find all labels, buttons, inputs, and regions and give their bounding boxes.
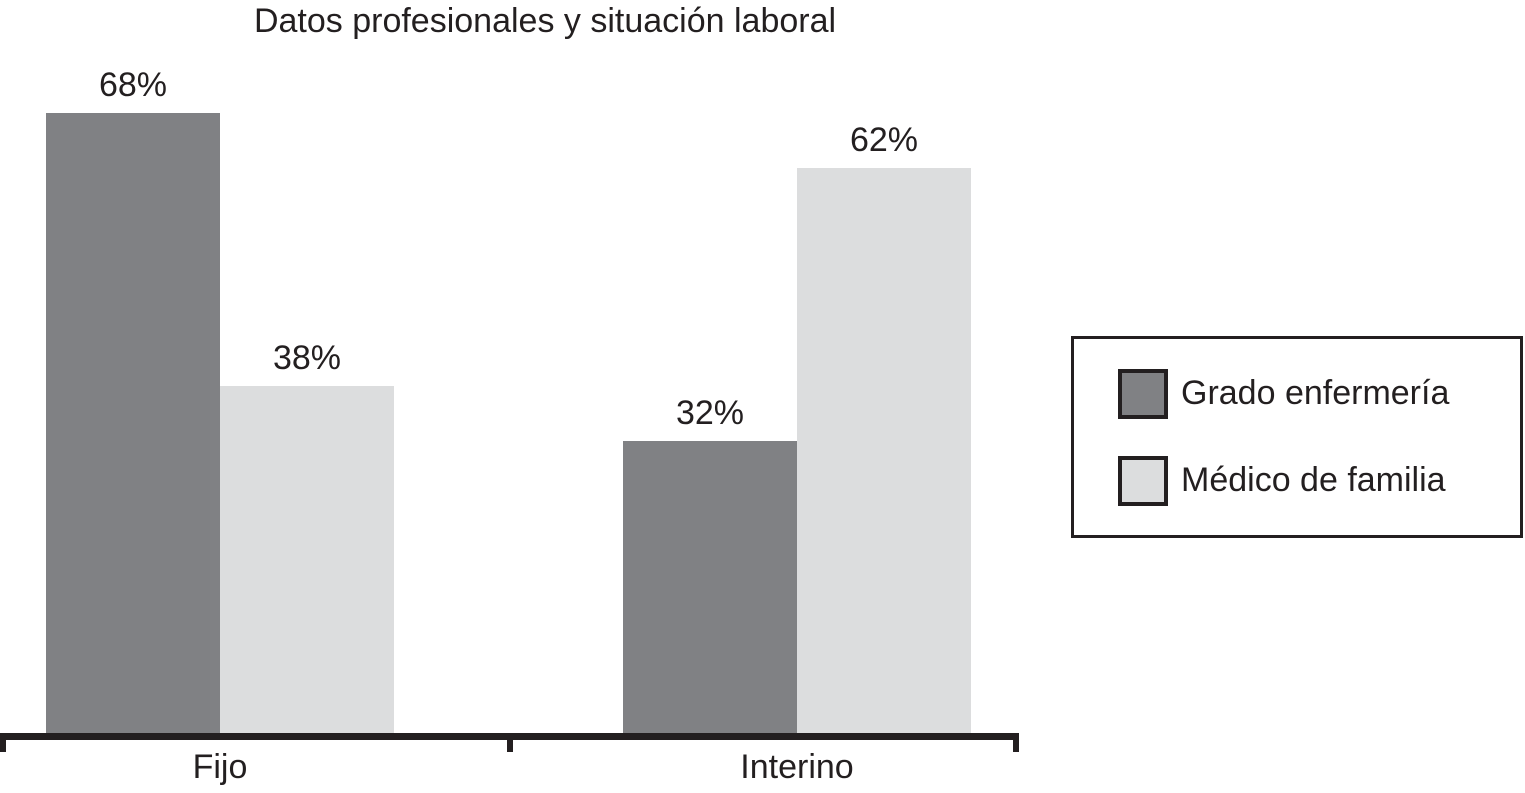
bar-value-label: 68%: [98, 65, 168, 104]
legend-swatch-icon: [1118, 368, 1168, 419]
bar-value-label: 32%: [675, 394, 745, 433]
x-axis-tick: [507, 733, 513, 752]
x-axis-tick: [0, 733, 6, 752]
legend-swatch-icon: [1118, 455, 1168, 506]
x-axis-tick: [1013, 733, 1019, 752]
x-axis-category-label: Fijo: [192, 748, 248, 786]
bar-value-label: 62%: [849, 120, 919, 159]
x-axis-category-label: Interino: [740, 748, 854, 786]
bar-fijo-series-0: [46, 112, 220, 733]
bar-value-label: 38%: [272, 339, 342, 378]
legend-item: Médico de familia: [1118, 455, 1520, 506]
bar-interino-series-1: [797, 167, 971, 733]
legend-item-label: Grado enfermería: [1181, 374, 1450, 412]
legend-item-label: Médico de familia: [1181, 461, 1446, 499]
bar-interino-series-0: [623, 441, 797, 733]
legend-item: Grado enfermería: [1118, 368, 1520, 419]
bar-fijo-series-1: [220, 386, 394, 733]
legend: Grado enfermería Médico de familia: [1071, 336, 1523, 538]
chart-title: Datos profesionales y situación laboral: [253, 2, 837, 40]
